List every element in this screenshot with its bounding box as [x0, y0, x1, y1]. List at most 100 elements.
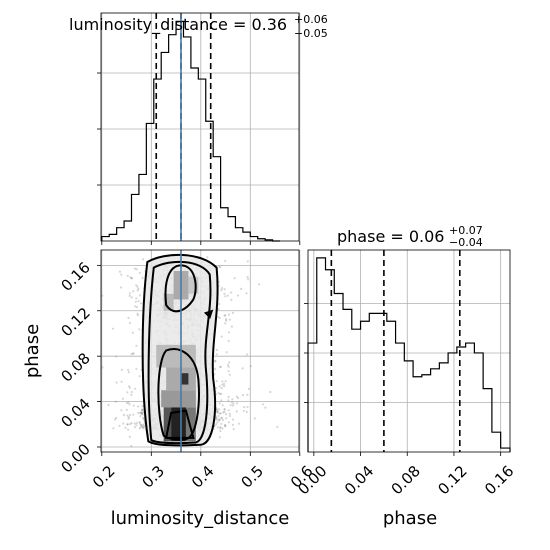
frames-layer [97, 12, 511, 456]
scatter-point [141, 411, 144, 414]
scatter-point [225, 318, 228, 321]
y-tick-label-phase-1: 0.04 [57, 395, 93, 431]
y-tick-label-phase-0: 0.00 [57, 440, 93, 476]
scatter-point [129, 413, 132, 417]
scatter-point [133, 267, 136, 270]
scatter-point [214, 360, 217, 363]
scatter-point [221, 419, 224, 422]
density-cell-5 [181, 373, 189, 385]
scatter-point [140, 412, 143, 415]
scatter-point [223, 408, 226, 411]
scatter-point [130, 353, 133, 356]
scatter-point [127, 416, 130, 419]
scatter-point [127, 368, 130, 371]
x-tick-label-phase-1: 0.04 [341, 462, 377, 498]
scatter-point [131, 331, 134, 334]
scatter-point [223, 314, 226, 317]
scatter-point [224, 322, 227, 325]
scatter-point [216, 411, 219, 414]
scatter-point [137, 287, 140, 290]
scatter-point [113, 418, 117, 421]
contour-mid [147, 260, 212, 445]
scatter-point [218, 265, 221, 268]
scatter-point [216, 426, 220, 429]
x-axis-label-phase: phase [383, 508, 437, 529]
scatter-point [132, 404, 135, 407]
scatter-point [231, 404, 234, 407]
scatter-point [115, 355, 118, 358]
scatter-point [142, 426, 145, 429]
scatter-point [217, 418, 220, 421]
scatter-point [231, 398, 234, 401]
scatter-point [141, 413, 144, 416]
axis-frame-joint [100, 249, 300, 453]
scatter-point [219, 412, 222, 415]
density-cell-9 [188, 276, 199, 294]
scatter-point [245, 292, 248, 295]
x-tick-label-phase-2: 0.08 [388, 462, 424, 498]
scatter-point [139, 423, 143, 427]
scatter-point [228, 414, 232, 418]
scatter-point [132, 413, 135, 416]
scatter-point [228, 412, 231, 415]
scatter-point [230, 291, 233, 294]
luminosity-distance-title-lower: −0.05 [294, 27, 328, 40]
scatter-point [241, 367, 244, 370]
scatter-point [218, 316, 221, 320]
scatter-point [225, 417, 228, 420]
scatter-point [137, 411, 140, 414]
scatter-point [141, 409, 144, 412]
scatter-point [216, 410, 220, 413]
scatter-point [141, 276, 144, 279]
scatter-point [231, 311, 234, 314]
scatter-point [112, 427, 115, 430]
scatter-point [214, 359, 217, 362]
scatter-point [217, 307, 220, 310]
scatter-point [242, 409, 245, 412]
scatter-point [227, 339, 230, 342]
scatter-point [228, 361, 231, 364]
scatter-point [92, 376, 94, 378]
scatter-point [224, 424, 227, 427]
x-tick-label-distance-0: 0.2 [89, 462, 119, 492]
scatter-point [217, 315, 220, 319]
scatter-point [227, 331, 231, 334]
scatter-point [126, 423, 129, 426]
scatter-point [235, 395, 238, 398]
scatter-point [127, 371, 130, 374]
scatter-point [220, 387, 223, 390]
scatter-point [217, 392, 220, 395]
scatter-point [135, 424, 138, 427]
scatter-point [135, 297, 138, 300]
scatter-point [218, 408, 221, 411]
scatter-point [118, 270, 121, 273]
scatter-point [127, 417, 130, 420]
scatter-point [243, 406, 246, 409]
scatter-point [138, 422, 142, 425]
scatter-point [129, 423, 132, 426]
scatter-point [230, 325, 233, 328]
scatter-point [127, 401, 130, 404]
scatter-point [241, 394, 245, 397]
scatter-point [221, 404, 224, 407]
scatter-point [227, 421, 230, 424]
scatter-point [253, 417, 256, 420]
contour-inner-low [157, 348, 200, 441]
scatter-point [122, 422, 125, 425]
scatter-point [237, 422, 240, 425]
scatter-point [120, 273, 123, 276]
scatter-point [215, 380, 218, 383]
scatter-point [111, 327, 114, 330]
scatter-point [224, 295, 227, 298]
scatter-point [224, 425, 227, 428]
scatter-point [225, 319, 228, 322]
scatter-point [221, 380, 224, 383]
scatter-point [227, 399, 230, 402]
scatter-point [227, 395, 230, 398]
contour-core [164, 409, 195, 439]
scatter-point [140, 411, 143, 414]
scatter-point [126, 414, 129, 417]
scatter-point [230, 401, 233, 404]
scatter-point [130, 390, 133, 394]
scatter-point [228, 373, 231, 376]
